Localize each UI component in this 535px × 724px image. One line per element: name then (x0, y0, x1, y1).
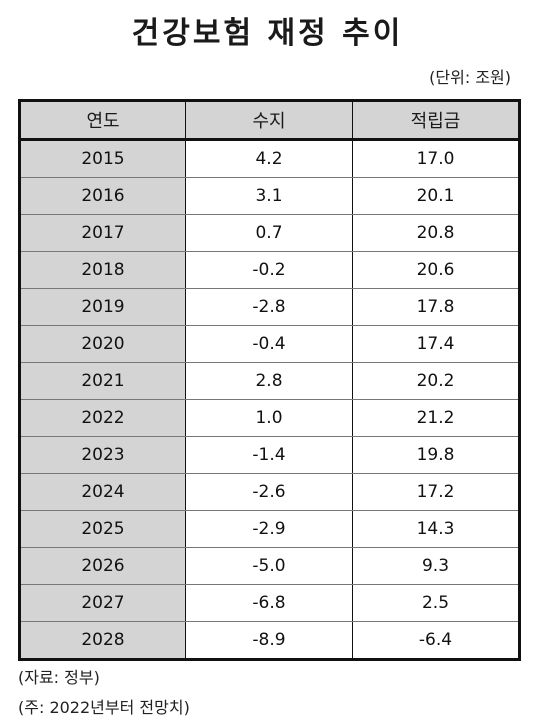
table-row: 2020 -0.4 17.4 (19, 325, 520, 363)
reserve-cell: 20.1 (352, 177, 520, 215)
balance-cell: -0.4 (185, 325, 353, 363)
reserve-cell: 2.5 (352, 584, 520, 622)
balance-cell: -2.9 (185, 510, 353, 548)
balance-cell: 4.2 (185, 139, 353, 178)
year-cell: 2025 (19, 510, 186, 548)
balance-cell: -2.6 (185, 473, 353, 511)
reserve-cell: 14.3 (352, 510, 520, 548)
balance-cell: 1.0 (185, 399, 353, 437)
remark-note: (주: 2022년부터 전망치) (18, 698, 190, 717)
unit-label: (단위: 조원) (429, 68, 511, 87)
balance-cell: -0.2 (185, 251, 353, 289)
table-row: 2027 -6.8 2.5 (19, 584, 520, 622)
year-cell: 2028 (19, 621, 186, 660)
balance-cell: 2.8 (185, 362, 353, 400)
reserve-cell: 17.0 (352, 139, 520, 178)
balance-cell: -1.4 (185, 436, 353, 474)
year-cell: 2022 (19, 399, 186, 437)
reserve-cell: 20.8 (352, 214, 520, 252)
table-row: 2024 -2.6 17.2 (19, 473, 520, 511)
page-title: 건강보험 재정 추이 (131, 16, 404, 51)
header-row: 연도 수지 적립금 (19, 100, 520, 141)
year-cell: 2019 (19, 288, 186, 326)
year-cell: 2015 (19, 139, 186, 178)
year-cell: 2026 (19, 547, 186, 585)
balance-cell: -6.8 (185, 584, 353, 622)
reserve-cell: 20.2 (352, 362, 520, 400)
finance-table: 연도 수지 적립금 2015 4.2 17.0 2016 3.1 20.1 2017 0.7 2… (18, 99, 521, 661)
table-body: 2015 4.2 17.0 2016 3.1 20.1 2017 0.7 20.8 2018 -0.… (19, 139, 520, 660)
reserve-cell: 21.2 (352, 399, 520, 437)
reserve-cell: 9.3 (352, 547, 520, 585)
table-row: 2026 -5.0 9.3 (19, 547, 520, 585)
table-row: 2025 -2.9 14.3 (19, 510, 520, 548)
table-row: 2022 1.0 21.2 (19, 399, 520, 437)
balance-cell: 0.7 (185, 214, 353, 252)
reserve-cell: 17.8 (352, 288, 520, 326)
year-cell: 2021 (19, 362, 186, 400)
table-row: 2017 0.7 20.8 (19, 214, 520, 252)
table-row: 2019 -2.8 17.8 (19, 288, 520, 326)
source-note: (자료: 정부) (18, 668, 100, 687)
table-row: 2018 -0.2 20.6 (19, 251, 520, 289)
year-cell: 2016 (19, 177, 186, 215)
year-cell: 2023 (19, 436, 186, 474)
year-cell: 2018 (19, 251, 186, 289)
balance-cell: -2.8 (185, 288, 353, 326)
table-row: 2028 -8.9 -6.4 (19, 621, 520, 660)
reserve-cell: 20.6 (352, 251, 520, 289)
table-row: 2021 2.8 20.2 (19, 362, 520, 400)
table-row: 2016 3.1 20.1 (19, 177, 520, 215)
balance-cell: 3.1 (185, 177, 353, 215)
reserve-cell: 19.8 (352, 436, 520, 474)
table-row: 2023 -1.4 19.8 (19, 436, 520, 474)
balance-cell: -5.0 (185, 547, 353, 585)
reserve-cell: 17.2 (352, 473, 520, 511)
year-cell: 2024 (19, 473, 186, 511)
year-cell: 2017 (19, 214, 186, 252)
year-cell: 2027 (19, 584, 186, 622)
header-balance: 수지 (185, 100, 353, 141)
table-row: 2015 4.2 17.0 (19, 139, 520, 178)
reserve-cell: -6.4 (352, 621, 520, 660)
header-year: 연도 (19, 100, 186, 141)
balance-cell: -8.9 (185, 621, 353, 660)
reserve-cell: 17.4 (352, 325, 520, 363)
header-reserve: 적립금 (352, 100, 520, 141)
year-cell: 2020 (19, 325, 186, 363)
